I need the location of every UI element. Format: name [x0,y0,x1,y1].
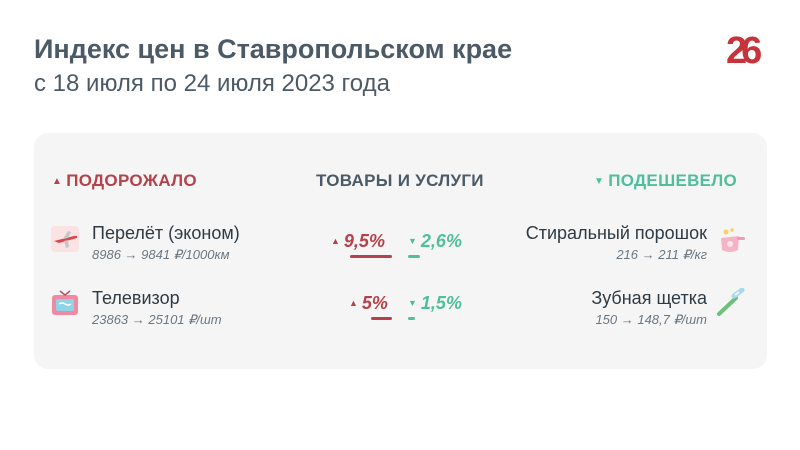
up-triangle-icon: ▲ [349,298,358,308]
decrease-value: 1,5% [420,293,462,313]
decrease-bar [408,255,420,258]
increase-bar [350,255,392,258]
up-triangle-icon: ▲ [52,176,63,187]
column-header-down: ▼ ПОДЕШЕВЕЛО [594,171,737,191]
product-price: 23863 → 25101 ₽/шт [92,312,222,327]
toothbrush-icon [717,288,745,316]
airplane-icon [51,226,79,252]
down-triangle-icon: ▼ [408,298,417,308]
column-down-label: ПОДЕШЕВЕЛО [608,171,738,190]
page-title: Индекс цен в Ставропольском крае [34,34,513,64]
column-up-label: ПОДОРОЖАЛО [66,171,197,190]
down-triangle-icon: ▼ [408,236,417,246]
page-subtitle: с 18 июля по 24 июля 2023 года [34,70,390,97]
logo-26: 26 [726,30,767,70]
decrease-value: 2,6% [420,231,462,251]
product-name: Перелёт (эконом) [92,223,240,243]
product-price: 216 → 211 ₽/кг [616,247,707,262]
decrease-percent: ▼ 2,6% [408,231,462,252]
product-price: 8986 → 9841 ₽/1000км [92,247,230,262]
increase-percent: ▲ 9,5% [331,231,385,252]
decrease-percent: ▼ 1,5% [408,293,462,314]
increase-bar [371,317,392,320]
detergent-icon [721,228,745,252]
price-card [34,133,767,369]
tv-icon [52,290,78,315]
product-name: Телевизор [92,288,180,308]
increase-value: 9,5% [343,231,385,251]
column-header-up: ▲ ПОДОРОЖАЛО [52,171,197,191]
product-price: 150 → 148,7 ₽/шт [595,312,707,327]
decrease-bar [408,317,415,320]
increase-percent: ▲ 5% [349,293,388,314]
increase-value: 5% [361,293,388,313]
column-header-middle: ТОВАРЫ И УСЛУГИ [316,171,484,190]
down-triangle-icon: ▼ [594,176,605,187]
logo-text: 26 [726,30,761,70]
product-name: Зубная щетка [591,288,707,308]
up-triangle-icon: ▲ [331,236,340,246]
product-name: Стиральный порошок [525,223,707,243]
